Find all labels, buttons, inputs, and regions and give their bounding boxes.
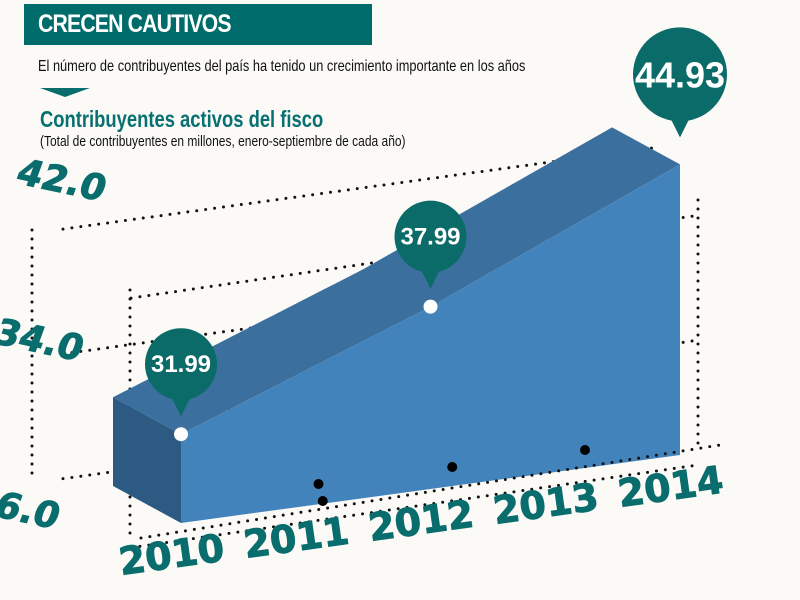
value-bubble	[394, 200, 467, 273]
title-banner: CRECEN CAUTIVOS	[24, 4, 372, 45]
chart-title: Contribuyentes activos del fisco	[40, 106, 324, 132]
gridline-front	[129, 463, 702, 550]
side-face	[113, 397, 181, 523]
x-tick-label: 2014	[615, 458, 726, 516]
triangle-marker-icon	[40, 88, 90, 97]
y-tick-label: 26.0	[0, 478, 66, 537]
x-tick-label: 2012	[366, 492, 477, 550]
data-point	[174, 427, 188, 442]
value-bubble	[145, 328, 217, 401]
year-dot	[447, 462, 458, 472]
y-tick-label: 42.0	[11, 150, 113, 209]
year-dot	[580, 445, 590, 455]
year-dot	[317, 496, 328, 506]
x-tick-label: 2010	[116, 526, 227, 584]
y-tick-label: 34.0	[0, 310, 90, 369]
subtitle: El número de contribuyentes del país ha …	[38, 58, 526, 75]
year-dot	[313, 479, 324, 489]
data-label: 37.99	[400, 224, 460, 251]
data-label: 31.99	[151, 351, 211, 378]
front-face	[181, 164, 680, 523]
title: CRECEN CAUTIVOS	[38, 10, 232, 38]
chart-subtitle: (Total de contribuyentes en millones, en…	[40, 133, 406, 150]
value-bubble	[633, 27, 727, 122]
baseline-dots	[139, 443, 722, 540]
data-label: 44.93	[635, 54, 725, 95]
x-tick-label: 2013	[490, 475, 601, 533]
x-tick-label: 2011	[241, 509, 352, 567]
top-face	[113, 127, 680, 435]
data-point	[423, 299, 438, 314]
